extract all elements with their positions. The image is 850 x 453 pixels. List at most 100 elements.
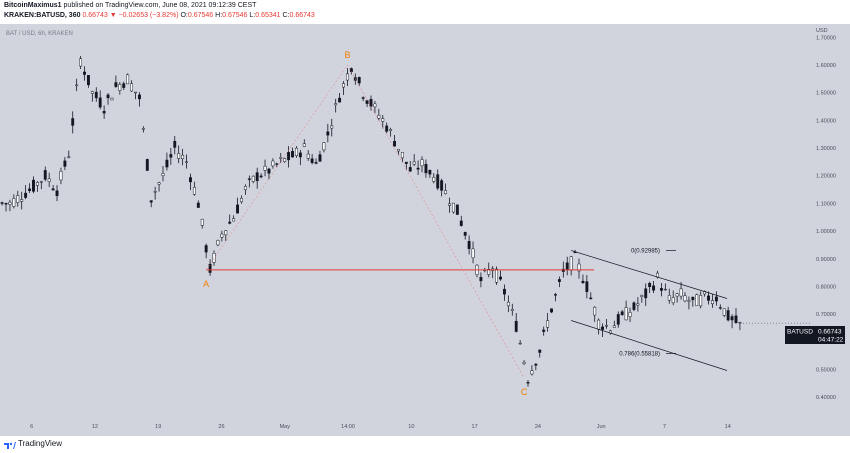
x-tick-label: 6 (30, 424, 33, 430)
x-tick-label: May (280, 424, 291, 430)
candle-body (632, 302, 636, 310)
price-badge-price: 0.66743 (818, 329, 842, 336)
candle-body (75, 84, 79, 87)
candle-body (196, 202, 200, 208)
candle-body (153, 191, 157, 193)
x-tick-label: 14:00 (341, 424, 355, 430)
candle-body (67, 156, 71, 158)
candle-body (287, 152, 291, 161)
candle-body (12, 198, 16, 207)
labels-group: A B C 0(0.92985) 0.786(0.55818) (203, 50, 660, 397)
candle-body (502, 288, 506, 295)
candle-body (691, 296, 695, 301)
candle-body (577, 263, 581, 272)
candle-body (397, 149, 400, 152)
candle-body (291, 151, 294, 158)
candle-body (275, 163, 279, 165)
candle-body (726, 310, 730, 321)
y-tick-label: 0.70000 (816, 312, 836, 318)
candle-body (675, 293, 679, 297)
price-badge-countdown: 04:47:22 (818, 337, 844, 344)
high-label: H: (215, 12, 223, 19)
candle-body (389, 129, 393, 131)
candle-body (385, 125, 389, 132)
candle-body (35, 182, 39, 186)
candle-body (51, 188, 55, 191)
candle-body (228, 221, 232, 224)
wave-label-b: B (344, 50, 350, 60)
candle-body (4, 203, 8, 205)
low-value: 0.65341 (255, 12, 281, 19)
candle-body (412, 161, 416, 165)
candle-body (561, 268, 565, 272)
chart-header: BitcoinMaximus1 published on TradingView… (0, 0, 850, 24)
ohlc-line: KRAKEN:BATUSD, 360 0.66743 ▼ −0.02653 (−… (4, 12, 315, 19)
candle-body (224, 230, 228, 236)
candle-body (346, 73, 349, 81)
candle-body (302, 143, 306, 147)
candle-body (8, 201, 12, 205)
candle-body (648, 283, 652, 288)
candle-body (546, 320, 550, 328)
candle-body (695, 294, 699, 306)
y-tick-label: 0.40000 (816, 395, 836, 401)
tradingview-brand[interactable]: TradingView (18, 439, 63, 448)
candle-body (581, 280, 585, 284)
candle-body (134, 91, 137, 94)
candle-body (263, 165, 267, 171)
candle-body (624, 307, 628, 321)
candle-body (640, 295, 644, 297)
candle-body (506, 301, 510, 307)
candle-body (267, 168, 271, 174)
author-name[interactable]: BitcoinMaximus1 (4, 2, 62, 9)
candle-body (247, 178, 251, 180)
x-tick-label: Jun (597, 424, 606, 430)
candle-body (554, 294, 557, 296)
candle-body (20, 199, 24, 202)
candle-body (130, 83, 134, 92)
candle-body (322, 142, 326, 151)
y-tick-label: 1.50000 (816, 91, 836, 97)
price-axis[interactable]: USD 1.70000 1.60000 1.50000 1.40000 1.30000 1.… (810, 24, 850, 416)
candle-body (259, 175, 263, 178)
candle-body (711, 300, 714, 305)
candle-body (243, 186, 247, 190)
candle-body (361, 97, 365, 99)
candle-body (28, 188, 31, 191)
candle-body (86, 75, 90, 86)
candle-body (377, 115, 381, 119)
candle-body (16, 195, 20, 203)
candle-body (601, 326, 605, 330)
candle-body (338, 97, 342, 103)
chart-plot-area[interactable]: BAT / USD, 6h, KRAKEN A B C 0(0.92985) 0.786… (0, 24, 810, 416)
candle-body (204, 245, 208, 253)
candle-body (459, 220, 463, 226)
candle-body (510, 309, 514, 311)
fib-label-1: 0.786(0.55818) (619, 351, 660, 357)
candle-body (212, 253, 216, 263)
candle-body (451, 202, 455, 213)
x-tick-label: 7 (663, 424, 666, 430)
candle-body (255, 172, 259, 182)
candle-body (90, 91, 94, 94)
candle-body (420, 159, 424, 167)
candle-body (294, 147, 298, 156)
candle-body (734, 315, 738, 323)
y-tick-label: 1.00000 (816, 229, 836, 235)
candle-body (318, 154, 322, 162)
candle-body (55, 190, 59, 197)
candle-body (43, 170, 47, 180)
candle-body (722, 308, 726, 316)
candle-body (271, 160, 275, 167)
time-axis-svg: 6 12 19 26 May 14:00 10 17 24 Jun 7 14 (30, 424, 731, 430)
candle-body (597, 319, 601, 330)
candle-body (98, 97, 102, 108)
candle-body (357, 77, 361, 84)
candle-body (173, 140, 177, 148)
time-axis[interactable]: 6 12 19 26 May 14:00 10 17 24 Jun 7 14 (0, 416, 810, 436)
candle-body (569, 256, 573, 271)
candle-body (636, 303, 640, 306)
candle-body (628, 312, 632, 317)
published-text: published on TradingView.com, June 08, 2… (63, 2, 257, 9)
open-label: O: (180, 12, 188, 19)
